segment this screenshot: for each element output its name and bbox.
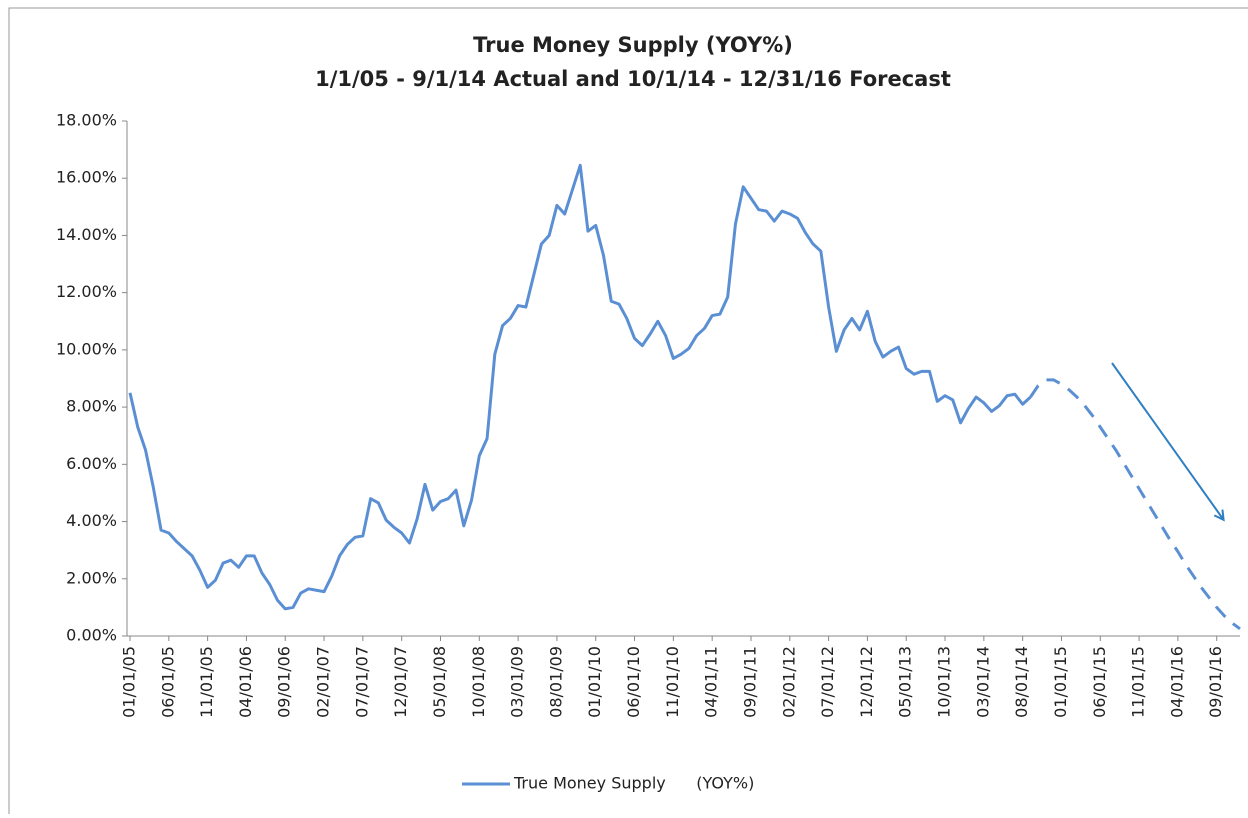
- chart-frame: [8, 7, 1248, 818]
- x-tick-label: 06/01/05: [158, 646, 177, 718]
- x-tick-label: 05/01/13: [896, 646, 915, 718]
- x-tick-label: 08/01/14: [1012, 646, 1031, 718]
- series-line: [128, 163, 1032, 611]
- trend-arrow: [1111, 362, 1223, 519]
- x-tick-label: 06/01/10: [624, 646, 643, 718]
- x-tick-label: 02/01/12: [779, 646, 798, 718]
- x-tick-label: 08/01/09: [546, 646, 565, 718]
- y-tick-label: 10.00%: [56, 339, 117, 358]
- y-tick-label: 2.00%: [66, 568, 117, 587]
- y-tick-label: 12.00%: [56, 282, 117, 301]
- x-tick-label: 11/01/15: [1129, 646, 1148, 718]
- x-tick-label: 05/01/08: [430, 646, 449, 718]
- x-tick-label: 04/01/16: [1167, 646, 1186, 718]
- x-tick-label: 07/01/12: [818, 646, 837, 718]
- chart-title: True Money Supply (YOY%): [473, 33, 793, 57]
- series-line: [1029, 378, 1241, 631]
- y-tick-label: 0.00%: [66, 626, 117, 645]
- x-tick-label: 12/01/12: [857, 646, 876, 718]
- chart-subtitle: 1/1/05 - 9/1/14 Actual and 10/1/14 - 12/…: [315, 67, 951, 91]
- x-tick-label: 07/01/07: [352, 646, 371, 718]
- x-tick-label: 03/01/14: [973, 646, 992, 718]
- x-tick-label: 11/01/10: [663, 646, 682, 718]
- legend-label: True Money Supply (YOY%): [513, 774, 754, 793]
- x-tick-label: 10/01/08: [469, 646, 488, 718]
- x-tick-label: 09/01/11: [740, 646, 759, 718]
- y-tick-label: 16.00%: [56, 168, 117, 187]
- x-tick-label: 01/01/05: [120, 646, 139, 718]
- x-tick-label: 02/01/07: [314, 646, 333, 718]
- y-tick-label: 4.00%: [66, 511, 117, 530]
- x-tick-label: 03/01/09: [508, 646, 527, 718]
- x-tick-label: 06/01/15: [1090, 646, 1109, 718]
- x-tick-label: 12/01/07: [391, 646, 410, 718]
- x-tick-label: 04/01/06: [236, 646, 255, 718]
- x-tick-label: 10/01/13: [935, 646, 954, 718]
- x-tick-label: 01/01/10: [585, 646, 604, 718]
- y-tick-label: 6.00%: [66, 454, 117, 473]
- y-tick-label: 14.00%: [56, 225, 117, 244]
- x-tick-label: 04/01/11: [702, 646, 721, 718]
- y-tick-label: 18.00%: [56, 111, 117, 130]
- x-tick-label: 01/01/15: [1051, 646, 1070, 718]
- x-tick-label: 09/01/16: [1206, 646, 1225, 718]
- x-tick-label: 09/01/06: [275, 646, 294, 718]
- y-tick-label: 8.00%: [66, 397, 117, 416]
- x-tick-label: 11/01/05: [197, 646, 216, 718]
